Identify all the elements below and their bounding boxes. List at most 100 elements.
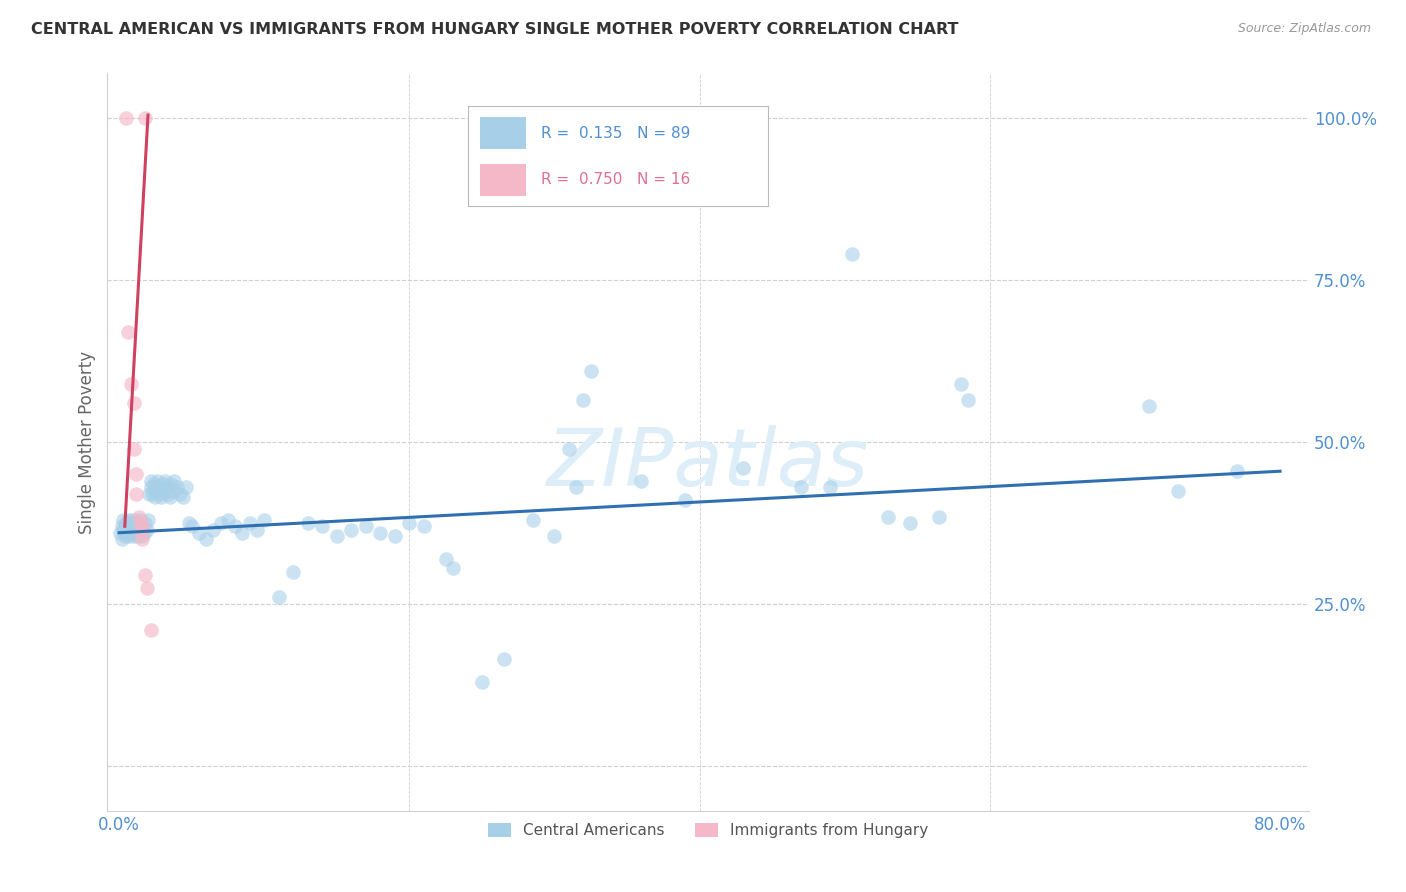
Point xyxy=(121,523,143,537)
Point xyxy=(246,523,269,537)
Point xyxy=(673,493,696,508)
Point xyxy=(202,523,225,537)
Point xyxy=(143,490,166,504)
Point xyxy=(163,474,186,488)
Point xyxy=(131,532,153,546)
Point xyxy=(145,474,167,488)
Point xyxy=(877,509,900,524)
Point xyxy=(128,516,150,530)
Point xyxy=(125,513,148,527)
Point xyxy=(731,461,754,475)
Point xyxy=(117,523,139,537)
Point xyxy=(1139,400,1161,414)
Point xyxy=(112,523,135,537)
Point xyxy=(195,532,218,546)
Point xyxy=(153,483,176,498)
Point xyxy=(128,525,150,540)
Point xyxy=(122,519,145,533)
Text: Source: ZipAtlas.com: Source: ZipAtlas.com xyxy=(1237,22,1371,36)
Point xyxy=(441,561,464,575)
Point xyxy=(120,516,142,530)
Point xyxy=(281,565,304,579)
Point xyxy=(135,581,157,595)
Point xyxy=(139,623,162,637)
Point xyxy=(118,529,141,543)
Point xyxy=(159,490,181,504)
Point xyxy=(120,376,142,391)
Point xyxy=(124,525,146,540)
Point xyxy=(111,532,134,546)
Point xyxy=(136,513,159,527)
Point xyxy=(898,516,921,530)
Point xyxy=(187,525,209,540)
Point xyxy=(1167,483,1189,498)
Point xyxy=(132,525,155,540)
Point xyxy=(149,487,172,501)
Point xyxy=(141,487,163,501)
Point xyxy=(398,516,420,530)
Point xyxy=(131,519,153,533)
Point xyxy=(956,392,979,407)
Point xyxy=(841,247,863,261)
Point xyxy=(127,529,149,543)
Point xyxy=(112,513,135,527)
Point xyxy=(340,523,363,537)
Point xyxy=(209,516,232,530)
Point xyxy=(492,652,515,666)
Point xyxy=(129,513,152,527)
Point xyxy=(128,509,150,524)
Point xyxy=(297,516,319,530)
Point xyxy=(121,513,143,527)
Legend: Central Americans, Immigrants from Hungary: Central Americans, Immigrants from Hunga… xyxy=(482,817,935,844)
Point xyxy=(160,477,183,491)
Point xyxy=(156,480,179,494)
Point xyxy=(311,519,333,533)
Point xyxy=(267,591,290,605)
Point xyxy=(224,519,246,533)
Point xyxy=(134,516,156,530)
Point xyxy=(572,392,595,407)
Point xyxy=(118,519,141,533)
Point xyxy=(115,525,138,540)
Point xyxy=(172,490,194,504)
Point xyxy=(142,477,165,491)
Point xyxy=(928,509,950,524)
Point xyxy=(177,516,200,530)
Point xyxy=(1225,464,1247,478)
Point xyxy=(150,490,173,504)
Point xyxy=(231,525,253,540)
Text: ZIPatlas: ZIPatlas xyxy=(547,425,869,503)
Point xyxy=(139,480,162,494)
Point xyxy=(354,519,377,533)
Point xyxy=(111,519,134,533)
Point xyxy=(135,523,157,537)
Point xyxy=(630,474,652,488)
Point xyxy=(169,487,191,501)
Point xyxy=(155,474,177,488)
Point xyxy=(180,519,202,533)
Y-axis label: Single Mother Poverty: Single Mother Poverty xyxy=(79,351,96,533)
Point xyxy=(790,480,813,494)
Point xyxy=(166,480,188,494)
Point xyxy=(471,674,494,689)
Point xyxy=(125,523,148,537)
Point xyxy=(120,525,142,540)
Point xyxy=(115,516,138,530)
Point xyxy=(558,442,581,456)
Point xyxy=(129,516,152,530)
Point xyxy=(325,529,347,543)
Point xyxy=(579,364,602,378)
Point xyxy=(138,487,160,501)
Point xyxy=(129,525,152,540)
Point xyxy=(131,529,153,543)
Point xyxy=(522,513,544,527)
Point xyxy=(115,112,138,126)
Point xyxy=(157,487,180,501)
Point xyxy=(384,529,406,543)
Point xyxy=(124,516,146,530)
Text: CENTRAL AMERICAN VS IMMIGRANTS FROM HUNGARY SINGLE MOTHER POVERTY CORRELATION CH: CENTRAL AMERICAN VS IMMIGRANTS FROM HUNG… xyxy=(31,22,959,37)
Point xyxy=(543,529,565,543)
Point xyxy=(117,513,139,527)
Point xyxy=(565,480,588,494)
Point xyxy=(122,529,145,543)
